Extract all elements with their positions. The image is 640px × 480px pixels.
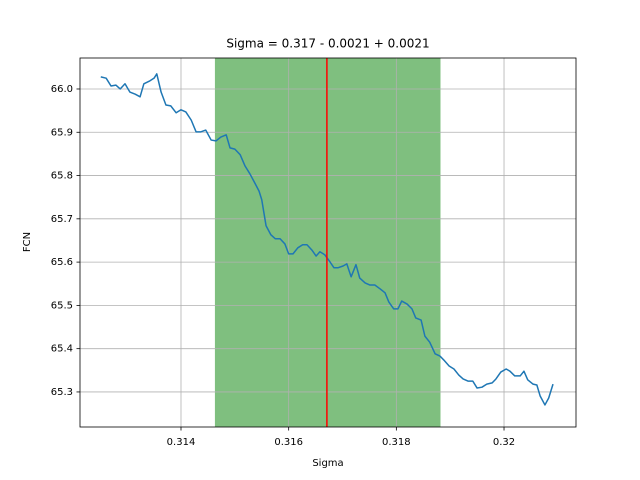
y-tick-label: 65.5 (51, 300, 73, 311)
y-tick-label: 65.6 (51, 257, 73, 268)
band (214, 58, 441, 427)
y-tick-label: 65.4 (51, 344, 73, 355)
y-tick-label: 65.9 (51, 127, 73, 138)
x-tick-label: 0.314 (167, 437, 196, 448)
y-tick-label: 66.0 (51, 84, 73, 95)
y-axis-label: FCN (22, 232, 33, 252)
x-tick-label: 0.32 (493, 437, 515, 448)
axes-frame (79, 57, 577, 428)
x-axis-label: Sigma (312, 458, 343, 469)
y-tick-label: 65.3 (51, 387, 73, 398)
y-tick-label: 65.8 (51, 171, 73, 182)
line (100, 73, 554, 406)
y-tick-label: 65.7 (51, 214, 73, 225)
chart-title: Sigma = 0.317 - 0.0021 + 0.0021 (226, 37, 429, 51)
x-tick-label: 0.316 (274, 437, 303, 448)
x-tick-label: 0.318 (382, 437, 411, 448)
